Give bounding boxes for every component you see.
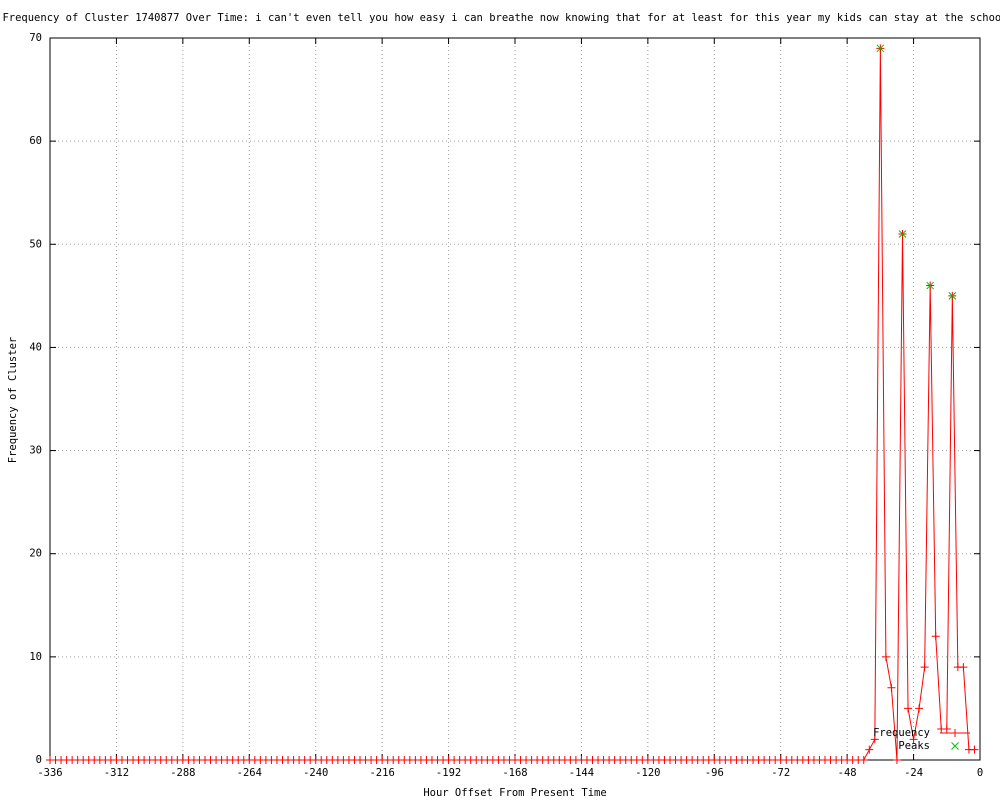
data-point [892,756,901,764]
x-tick-label: -96 [705,767,724,779]
y-tick-label: 0 [36,754,42,766]
y-tick-label: 70 [29,32,42,44]
data-point [915,704,924,713]
data-point [970,745,979,754]
x-tick-label: -336 [37,767,62,779]
x-tick-label: -24 [904,767,923,779]
data-point [959,663,968,672]
data-point [931,632,940,641]
data-point [859,756,868,764]
x-tick-label: -216 [369,767,394,779]
data-point [887,683,896,692]
y-axis-label: Frequency of Cluster [7,337,19,463]
y-tick-label: 40 [29,341,42,353]
x-tick-label: -168 [502,767,527,779]
x-tick-label: -120 [635,767,660,779]
data-point [926,281,935,290]
data-point [904,704,913,713]
data-point [865,745,874,754]
legend-label: Frequency [873,727,930,739]
x-tick-label: -264 [237,767,262,779]
y-tick-label: 60 [29,135,42,147]
x-tick-label: -48 [838,767,857,779]
y-tick-label: 50 [29,238,42,250]
legend-marker [951,742,959,750]
data-point [870,735,879,744]
x-tick-label: -240 [303,767,328,779]
data-point [876,44,885,53]
x-tick-label: -192 [436,767,461,779]
data-point [942,725,951,734]
data-point [920,663,929,672]
y-tick-label: 30 [29,445,42,457]
data-point [909,735,918,744]
y-tick-label: 20 [29,548,42,560]
data-point [898,230,907,238]
chart-title: Frequency of Cluster 1740877 Over Time: … [2,12,1000,24]
data-point [881,652,890,661]
x-tick-label: 0 [977,767,983,779]
legend-label: Peaks [898,740,930,752]
x-axis-label: Hour Offset From Present Time [423,787,606,799]
x-tick-label: -312 [104,767,129,779]
x-tick-label: -144 [569,767,594,779]
y-tick-label: 10 [29,651,42,663]
x-tick-label: -72 [771,767,790,779]
data-point [948,292,957,300]
x-tick-label: -288 [170,767,195,779]
series-line [50,48,975,761]
legend-marker [951,729,959,737]
